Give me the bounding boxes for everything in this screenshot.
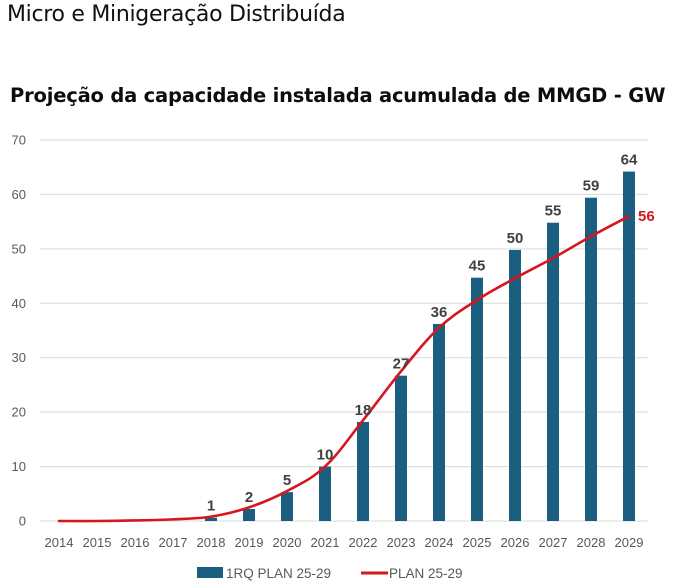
bar-data-label: 18 (355, 402, 372, 419)
x-tick-label: 2015 (83, 535, 112, 550)
chart-title: Projeção da capacidade instalada acumula… (10, 84, 666, 107)
line-path (57, 214, 631, 523)
x-tick-label: 2014 (45, 535, 74, 550)
y-tick-label: 30 (12, 350, 26, 365)
x-tick-label: 2024 (425, 535, 454, 550)
bar-data-label: 55 (545, 203, 562, 220)
bar (547, 222, 559, 521)
bar-data-label: 27 (393, 356, 410, 373)
bar (205, 517, 217, 521)
y-tick-label: 10 (12, 459, 26, 474)
x-tick-label: 2021 (311, 535, 340, 550)
x-tick-label: 2025 (463, 535, 492, 550)
bar (357, 421, 369, 521)
y-tick-label: 20 (12, 405, 26, 420)
y-tick-label: 60 (12, 187, 26, 202)
x-tick-label: 2018 (197, 535, 226, 550)
y-tick-label: 70 (12, 133, 26, 148)
bar-data-labels: 1 2 5 10 18 27 36 45 50 55 59 64 (207, 152, 638, 515)
x-tick-label: 2016 (121, 535, 150, 550)
bar-data-label: 2 (245, 489, 253, 506)
bar (319, 466, 331, 521)
bar (623, 171, 635, 521)
bar-data-label: 1 (207, 498, 215, 515)
bar (585, 197, 597, 522)
x-tick-label: 2020 (273, 535, 302, 550)
x-tick-label: 2027 (539, 535, 568, 550)
bar-data-label: 59 (583, 178, 600, 195)
y-tick-label: 40 (12, 296, 26, 311)
x-tick-label: 2017 (159, 535, 188, 550)
bar-data-label: 50 (507, 230, 524, 247)
x-tick-label: 2028 (577, 535, 606, 550)
x-tick-label: 2029 (615, 535, 644, 550)
y-tick-label: 50 (12, 241, 26, 256)
bar-data-label: 64 (621, 152, 638, 169)
legend: 1RQ PLAN 25-29 PLAN 25-29 (197, 566, 463, 581)
line-end-label: 56 (638, 208, 655, 225)
x-axis: 2014 2015 2016 2017 2018 2019 2020 2021 2022 2023… (45, 535, 644, 550)
bar (433, 323, 445, 521)
bar-data-label: 45 (469, 258, 486, 275)
y-axis: 0 10 20 30 40 50 60 70 (12, 133, 26, 529)
bar-data-label: 10 (317, 447, 334, 464)
legend-label-line: PLAN 25-29 (389, 566, 463, 581)
x-tick-label: 2022 (349, 535, 378, 550)
bar (471, 277, 483, 521)
bar-data-label: 5 (283, 472, 291, 489)
legend-label-bar: 1RQ PLAN 25-29 (226, 566, 331, 581)
x-tick-label: 2026 (501, 535, 530, 550)
bar-series (205, 171, 635, 522)
x-tick-label: 2019 (235, 535, 264, 550)
x-tick-label: 2023 (387, 535, 416, 550)
bar (243, 509, 255, 521)
bar-data-label: 36 (431, 304, 448, 321)
grid-lines (40, 139, 648, 522)
bar (509, 249, 521, 521)
legend-swatch-bar (197, 567, 223, 578)
y-tick-label: 0 (19, 514, 26, 529)
line-series: 56 (57, 208, 655, 523)
page-heading: Micro e Minigeração Distribuída (7, 2, 346, 27)
bar (395, 375, 407, 521)
bar (281, 492, 293, 521)
